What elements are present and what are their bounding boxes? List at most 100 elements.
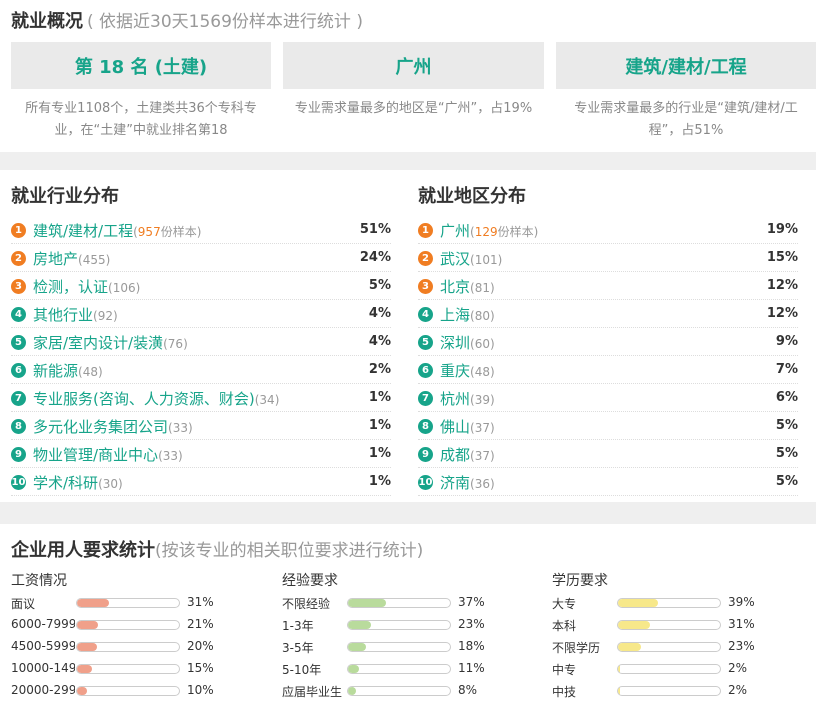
- rank-badge: 3: [11, 279, 26, 294]
- requirement-label: 面议: [11, 597, 36, 611]
- rank-badge: 4: [11, 307, 26, 322]
- region-name-text[interactable]: 武汉: [440, 250, 471, 268]
- industry-name[interactable]: 新能源(48): [33, 360, 103, 381]
- overview-region-desc: 专业需求量最多的地区是“广州”，占19%: [294, 101, 533, 116]
- rank-badge: 8: [11, 419, 26, 434]
- region-count-value: 37: [474, 449, 490, 463]
- region-count: (60): [470, 337, 495, 351]
- sample-suffix: 份样本: [497, 225, 534, 239]
- rank-badge: 7: [11, 391, 26, 406]
- region-name[interactable]: 上海(80): [440, 304, 495, 325]
- requirement-percent: 31%: [728, 617, 755, 631]
- industry-name[interactable]: 建筑/建材/工程(957份样本): [33, 220, 201, 241]
- requirement-bar-fill: [618, 665, 621, 673]
- industry-count-value: 48: [82, 365, 98, 379]
- industry-name[interactable]: 学术/科研(30): [33, 472, 123, 493]
- region-percent: 19%: [766, 222, 798, 237]
- requirement-row: 面议 31%: [11, 592, 251, 614]
- region-count: (37): [470, 421, 495, 435]
- industry-count-value: 33: [172, 421, 188, 435]
- industry-row: 8 多元化业务集团公司(33) 1%: [11, 412, 391, 440]
- requirement-percent: 23%: [458, 617, 485, 631]
- section-divider: [0, 152, 816, 170]
- overview-title: 就业概况( 依据近30天1569份样本进行统计 ): [11, 7, 363, 33]
- industry-title: 就业行业分布: [11, 186, 119, 207]
- requirement-row: 20000-2999 10%: [11, 680, 251, 702]
- industry-name-text[interactable]: 检测，认证: [33, 278, 109, 296]
- industry-name-text[interactable]: 多元化业务集团公司: [33, 418, 169, 436]
- industry-count-value: 76: [167, 337, 184, 351]
- rank-badge: 9: [418, 447, 433, 462]
- region-name[interactable]: 武汉(101): [440, 248, 502, 269]
- requirement-bar-track: [76, 620, 180, 630]
- region-name[interactable]: 北京(81): [440, 276, 495, 297]
- region-name[interactable]: 广州(129份样本): [440, 220, 538, 241]
- industry-name[interactable]: 房地产(455): [33, 248, 110, 269]
- region-count-value: 81: [474, 281, 490, 295]
- industry-name-text[interactable]: 物业管理/商业中心: [33, 446, 159, 464]
- industry-name-text[interactable]: 家居/室内设计/装潢: [33, 334, 164, 352]
- industry-name[interactable]: 检测，认证(106): [33, 276, 140, 297]
- region-name[interactable]: 成都(37): [440, 444, 495, 465]
- region-percent: 5%: [775, 474, 798, 489]
- requirement-bar-track: [76, 598, 180, 608]
- region-name[interactable]: 佛山(37): [440, 416, 495, 437]
- region-name-text[interactable]: 北京: [440, 278, 471, 296]
- industry-percent: 1%: [368, 446, 391, 461]
- region-row: 1 广州(129份样本) 19%: [418, 216, 798, 244]
- region-name-text[interactable]: 杭州: [440, 390, 471, 408]
- industry-count: (48): [78, 365, 103, 379]
- overview-title-text: 就业概况: [11, 11, 83, 32]
- region-name-text[interactable]: 成都: [440, 446, 471, 464]
- requirements-section: 企业用人要求统计(按该专业的相关职位要求进行统计) 工资情况 面议 31% 6000-…: [0, 524, 816, 711]
- industry-name[interactable]: 物业管理/商业中心(33): [33, 444, 183, 465]
- region-title: 就业地区分布: [418, 186, 526, 207]
- requirement-row: 3-5年 18%: [282, 636, 522, 658]
- region-name-text[interactable]: 深圳: [440, 334, 471, 352]
- region-name[interactable]: 杭州(39): [440, 388, 495, 409]
- region-name[interactable]: 济南(36): [440, 472, 495, 493]
- industry-name-text[interactable]: 新能源: [33, 362, 79, 380]
- region-name-text[interactable]: 佛山: [440, 418, 471, 436]
- requirement-label: 大专: [552, 597, 577, 611]
- requirement-group-heading: 学历要求: [552, 573, 608, 589]
- industry-count-value: 92: [97, 309, 113, 323]
- overview-industry-desc: 专业需求量最多的行业是“建筑/建材/工程”，占51%: [574, 101, 798, 138]
- industry-name-text[interactable]: 学术/科研: [33, 474, 99, 492]
- industry-name-text[interactable]: 房地产: [33, 250, 79, 268]
- requirement-percent: 11%: [458, 661, 485, 675]
- region-name-text[interactable]: 重庆: [440, 362, 471, 380]
- requirement-bar-track: [347, 664, 451, 674]
- industry-name-text[interactable]: 其他行业: [33, 306, 94, 324]
- requirement-bar-track: [347, 620, 451, 630]
- region-count-value: 80: [474, 309, 490, 323]
- industry-name-text[interactable]: 专业服务(咨询、人力资源、财会): [33, 390, 255, 408]
- requirement-bar-fill: [77, 643, 98, 651]
- industry-count: (33): [158, 449, 183, 463]
- region-name-text[interactable]: 广州: [440, 222, 471, 240]
- industry-percent: 5%: [368, 278, 391, 293]
- industry-percent: 1%: [368, 390, 391, 405]
- requirement-group-heading: 工资情况: [11, 573, 67, 589]
- industry-count-value: 30: [102, 477, 119, 491]
- region-name[interactable]: 重庆(48): [440, 360, 495, 381]
- overview-subtitle: ( 依据近30天1569份样本进行统计 ): [87, 12, 363, 32]
- requirement-label: 3-5年: [282, 641, 314, 655]
- industry-name-text[interactable]: 建筑/建材/工程: [33, 222, 134, 240]
- region-percent: 9%: [775, 334, 798, 349]
- region-name[interactable]: 深圳(60): [440, 332, 495, 353]
- industry-row: 6 新能源(48) 2%: [11, 356, 391, 384]
- industry-percent: 51%: [359, 222, 391, 237]
- region-count-value: 39: [474, 393, 490, 407]
- industry-count: (106): [108, 281, 141, 295]
- industry-name[interactable]: 专业服务(咨询、人力资源、财会)(34): [33, 388, 279, 409]
- industry-name[interactable]: 其他行业(92): [33, 304, 118, 325]
- region-name-text[interactable]: 上海: [440, 306, 471, 324]
- industry-percent: 1%: [368, 418, 391, 433]
- industry-name[interactable]: 多元化业务集团公司(33): [33, 416, 193, 437]
- requirement-label: 1-3年: [282, 619, 314, 633]
- industry-name[interactable]: 家居/室内设计/装潢(76): [33, 332, 188, 353]
- region-name-text[interactable]: 济南: [440, 474, 471, 492]
- requirement-row: 不限学历 23%: [552, 636, 792, 658]
- region-row: 2 武汉(101) 15%: [418, 244, 798, 272]
